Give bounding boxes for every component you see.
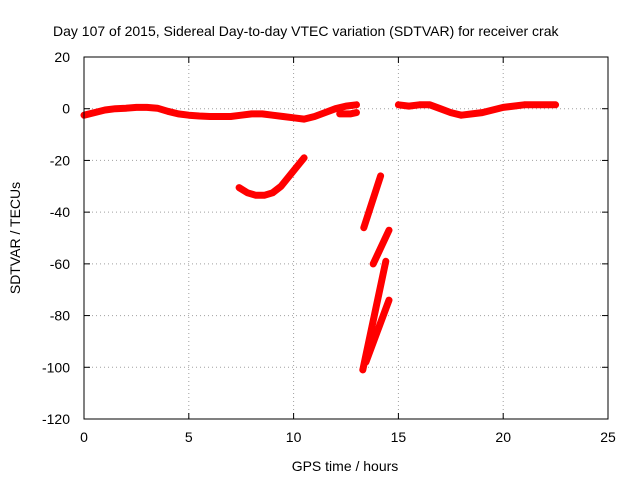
y-axis-title: SDTVAR / TECUs [7,182,23,294]
series-line-3 [394,101,560,119]
tick-labels: 0 5 10 15 20 25 -120 -100 -80 -60 -40 -20 0 20 [42,49,616,445]
y-tick-label: -20 [50,152,70,168]
chart-title: Day 107 of 2015, Sidereal Day-to-day VTE… [53,23,559,39]
series-line-1 [80,101,360,123]
x-tick-label: 0 [80,429,88,445]
y-tick-label: -40 [50,204,70,220]
x-tick-label: 25 [600,429,616,445]
y-tick-label: 0 [62,101,70,117]
x-axis-title: GPS time / hours [292,458,399,474]
series-line-8 [362,296,393,366]
y-tick-label: -80 [50,308,70,324]
tick-marks [83,56,609,420]
x-tick-label: 10 [286,429,302,445]
series-layer [80,101,560,374]
series-line-2 [336,109,360,118]
plot-frame [83,56,609,420]
y-tick-label: 20 [54,49,70,65]
y-tick-label: -100 [42,359,70,375]
x-tick-label: 15 [391,429,407,445]
series-line-5 [360,172,385,232]
y-tick-label: -60 [50,256,70,272]
y-tick-label: -120 [42,411,70,427]
series-line-6 [369,226,393,268]
series-line-4 [235,154,308,199]
x-tick-label: 5 [185,429,193,445]
x-tick-label: 20 [495,429,511,445]
